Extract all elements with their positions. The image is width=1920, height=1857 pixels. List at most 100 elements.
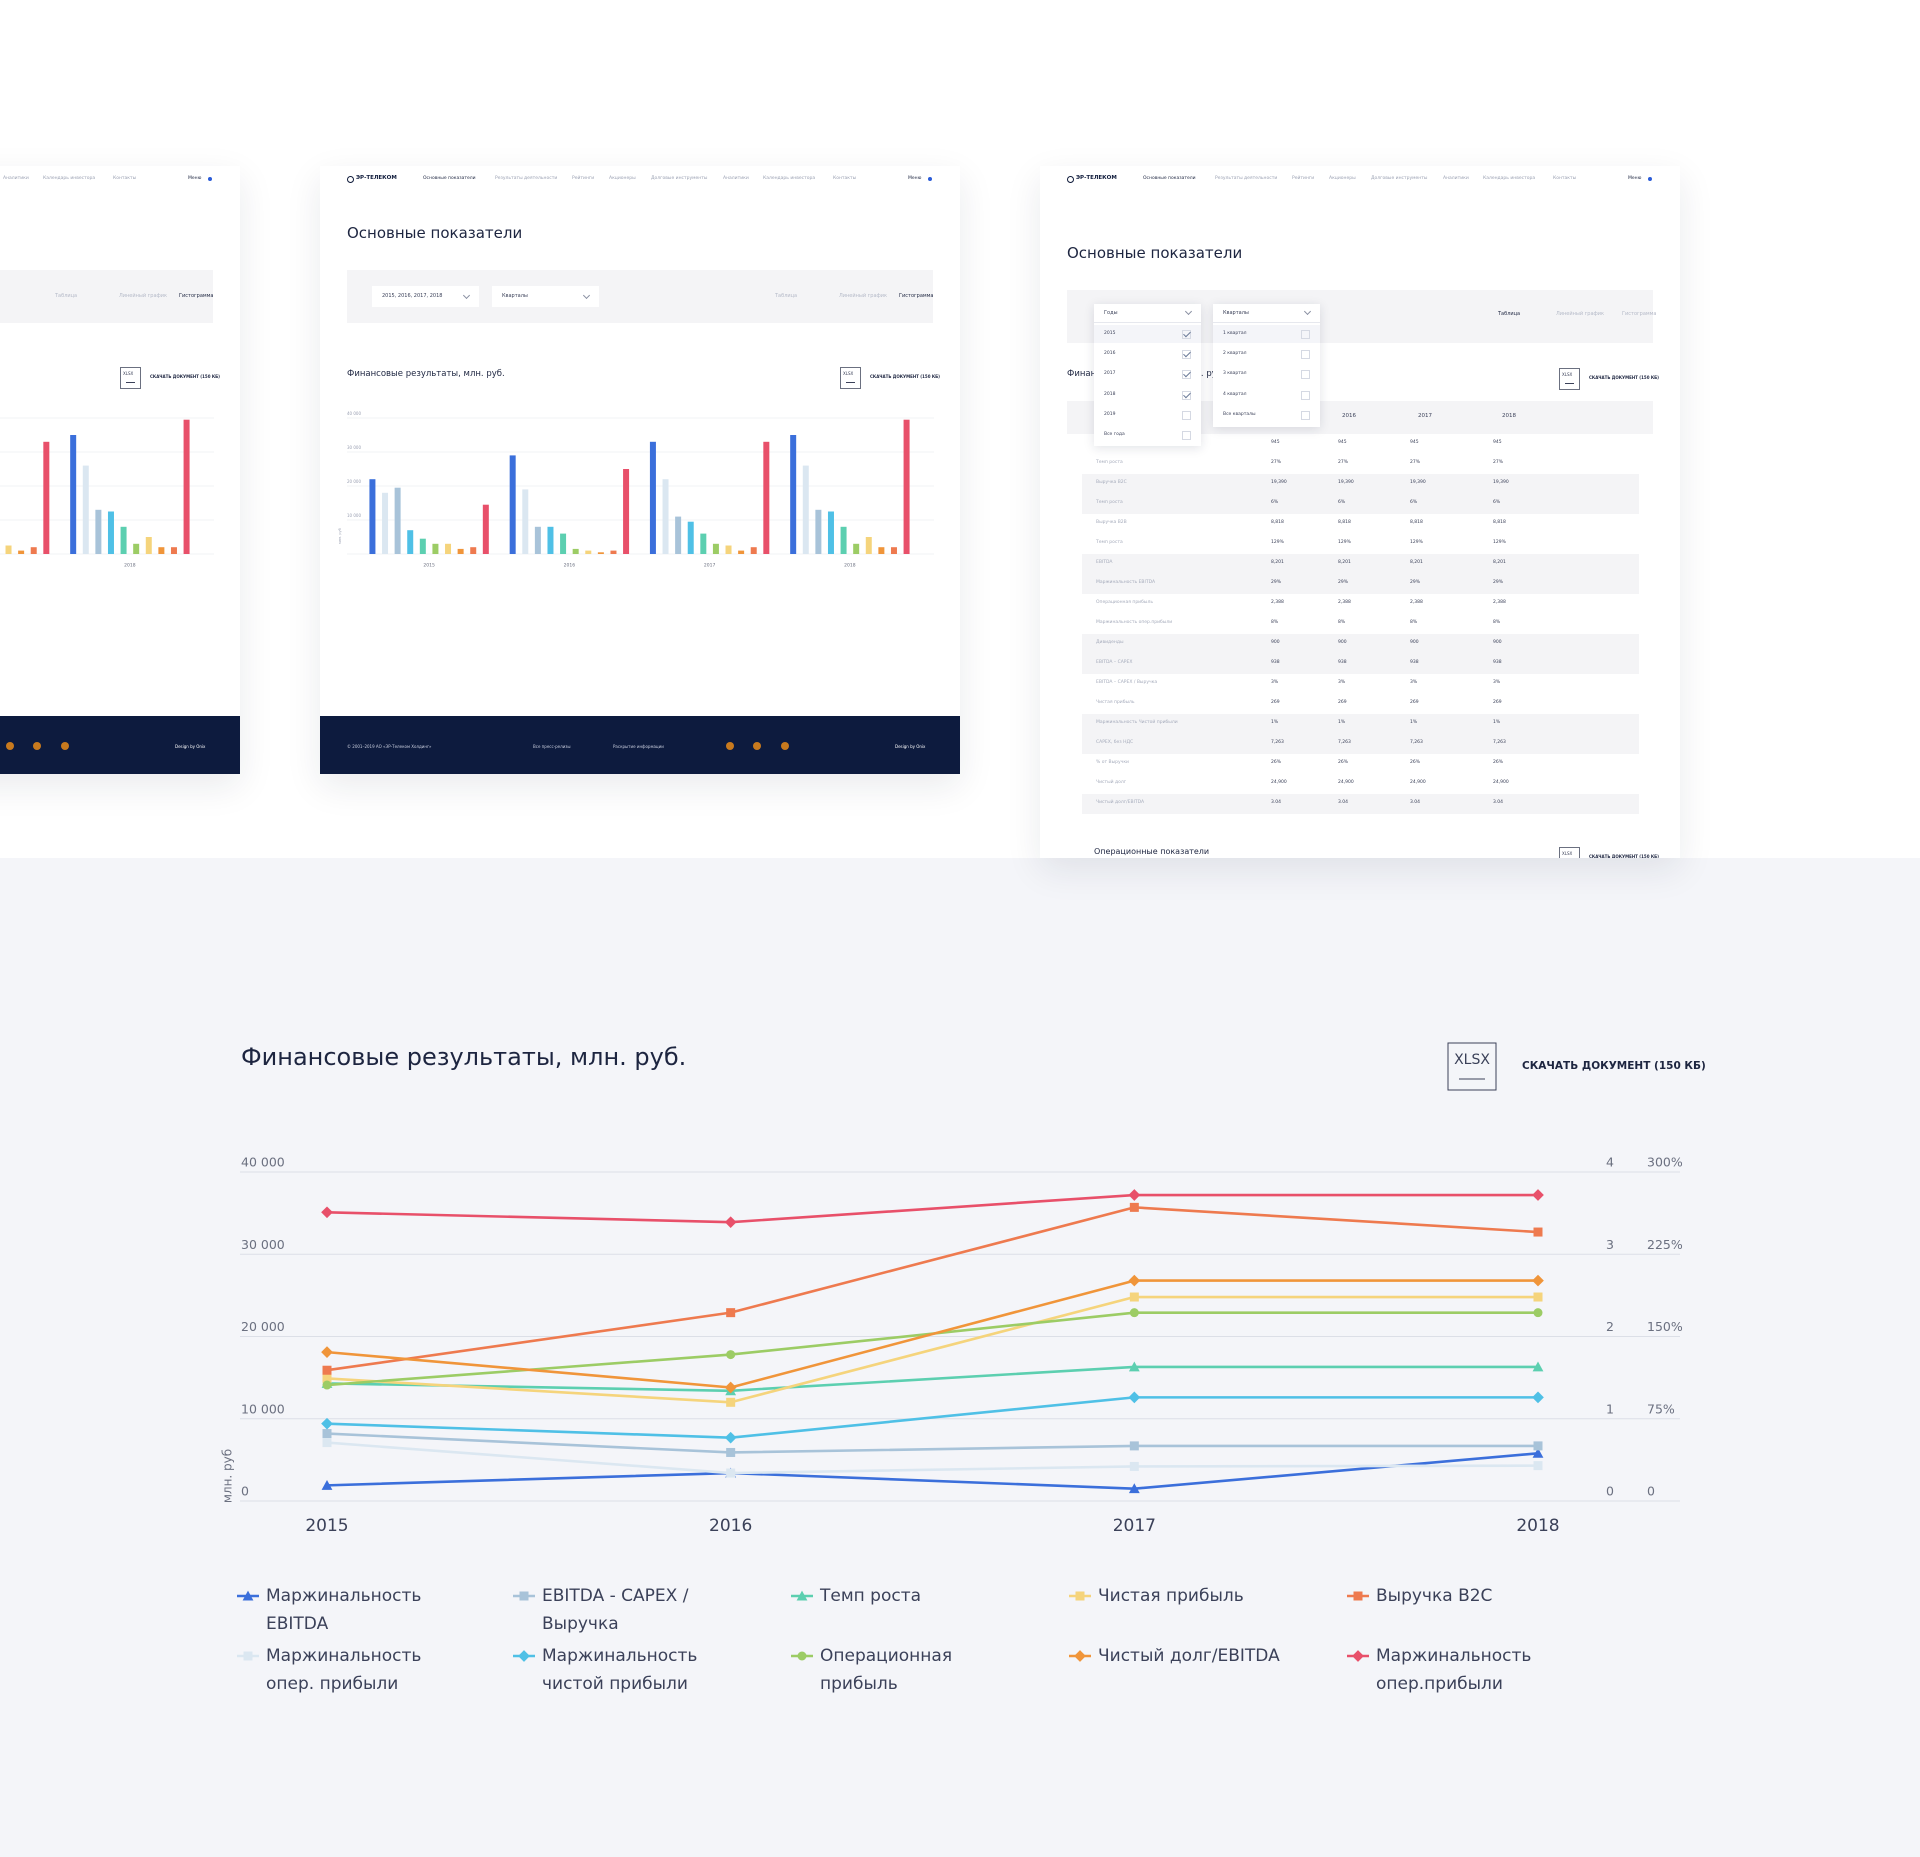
checkbox[interactable]: [1182, 370, 1191, 380]
download-underline: [1565, 383, 1574, 384]
checkbox[interactable]: [1301, 410, 1310, 420]
menu[interactable]: Меню: [908, 176, 922, 181]
download-label[interactable]: СКАЧАТЬ ДОКУМЕНТ (150 КБ): [150, 374, 221, 379]
checkbox[interactable]: [1301, 350, 1310, 360]
footer-link[interactable]: Раскрытие информации: [613, 744, 664, 749]
y-tick-label: 40 000: [241, 1155, 285, 1170]
download-button[interactable]: XLSX: [1559, 368, 1580, 390]
dropdown-item[interactable]: 2016: [1104, 351, 1116, 357]
checkbox[interactable]: [1182, 410, 1191, 420]
nav-item[interactable]: Аналитики: [1443, 176, 1469, 181]
nav-item[interactable]: Акционеры: [1329, 176, 1356, 181]
dropdown[interactable]: Кварталы 1 квартал 2 квартал 3 квартал 4 ква…: [1213, 304, 1320, 427]
footer-link[interactable]: Все пресс-релизы: [533, 744, 571, 749]
nav-item[interactable]: Основные показатели: [423, 176, 476, 181]
x-tick-label: 2018: [124, 563, 136, 569]
nav-item[interactable]: Календарь инвестора: [763, 176, 816, 181]
table-cell: 27%: [1271, 460, 1282, 465]
tab[interactable]: Гистограмма: [899, 293, 934, 299]
select[interactable]: Кварталы: [492, 286, 599, 307]
checkbox[interactable]: [1301, 390, 1310, 400]
nav-item[interactable]: Долговые инструменты: [651, 176, 708, 181]
dropdown-item[interactable]: 2 квартал: [1223, 351, 1247, 357]
download-format: XLSX: [1562, 851, 1573, 856]
nav-item[interactable]: Основные показатели: [1143, 176, 1196, 181]
tab[interactable]: Таблица: [775, 293, 798, 299]
dropdown-item[interactable]: 4 квартал: [1223, 391, 1247, 397]
dropdown-item[interactable]: 2018: [1104, 391, 1116, 397]
menu[interactable]: Меню: [1628, 176, 1642, 181]
nav-item[interactable]: Календарь инвестора: [1483, 176, 1536, 181]
table-cell: 3%: [1338, 680, 1346, 685]
nav-item[interactable]: Результаты деятельности: [1215, 176, 1278, 181]
download-label[interactable]: СКАЧАТЬ ДОКУМЕНТ (150 КБ): [1522, 1060, 1706, 1072]
row-label: CAPEX, без НДС: [1096, 740, 1134, 745]
download-button[interactable]: XLSX: [1559, 847, 1580, 858]
marker: [1129, 1292, 1139, 1302]
tab[interactable]: Таблица: [55, 293, 78, 299]
checkbox[interactable]: [1182, 350, 1191, 360]
nav-item[interactable]: Рейтинги: [572, 176, 595, 181]
dropdown-item[interactable]: 2017: [1104, 371, 1116, 377]
nav-item[interactable]: Календарь инвестора: [43, 176, 96, 181]
dropdown[interactable]: Годы 2015 2016 2017 2018 2019 Все года: [1094, 304, 1201, 446]
table-cell: 7,263: [1493, 740, 1506, 745]
nav-item[interactable]: Контакты: [1553, 176, 1577, 181]
checkbox[interactable]: [1182, 390, 1191, 400]
social-icon[interactable]: [753, 742, 761, 750]
dropdown-item[interactable]: Все года: [1104, 432, 1125, 437]
nav-item[interactable]: Рейтинги: [1292, 176, 1315, 181]
checkbox[interactable]: [1182, 330, 1191, 339]
logo-icon: [347, 176, 354, 183]
download-button[interactable]: XLSX: [1447, 1042, 1497, 1091]
nav-item[interactable]: Аналитики: [3, 176, 29, 181]
dropdown-item[interactable]: 2015: [1104, 331, 1116, 336]
table-cell: 2,388: [1338, 600, 1351, 605]
tab[interactable]: Таблица: [1498, 311, 1521, 317]
nav-item[interactable]: Долговые инструменты: [1371, 176, 1428, 181]
tab[interactable]: Гистограмма: [1622, 311, 1657, 317]
checkbox[interactable]: [1182, 431, 1191, 440]
download-label[interactable]: СКАЧАТЬ ДОКУМЕНТ (150 КБ): [870, 374, 941, 379]
tab[interactable]: Линейный график: [119, 293, 168, 299]
nav-item[interactable]: Аналитики: [723, 176, 749, 181]
social-icon[interactable]: [33, 742, 41, 750]
download-button[interactable]: XLSX: [840, 367, 861, 389]
select[interactable]: 2015, 2016, 2017, 2018: [372, 286, 479, 307]
nav-item[interactable]: Контакты: [833, 176, 857, 181]
download-label[interactable]: СКАЧАТЬ ДОКУМЕНТ (150 КБ): [1589, 375, 1660, 380]
checkbox[interactable]: [1301, 330, 1310, 339]
row-label: Темп роста: [1096, 540, 1123, 545]
social-icon[interactable]: [726, 742, 734, 750]
nav-item[interactable]: Контакты: [113, 176, 137, 181]
social-icon[interactable]: [781, 742, 789, 750]
social-icon[interactable]: [61, 742, 69, 750]
download-button[interactable]: XLSX: [120, 367, 141, 389]
dropdown-item[interactable]: 3 квартал: [1223, 371, 1247, 377]
bar: [457, 548, 464, 554]
dropdown-item[interactable]: Все кварталы: [1223, 411, 1256, 417]
tab[interactable]: Линейный график: [1556, 311, 1605, 317]
nav-item[interactable]: Акционеры: [609, 176, 636, 181]
marker: [1532, 1447, 1544, 1458]
select-value: Кварталы: [502, 293, 528, 299]
table-cell: 269: [1338, 700, 1347, 705]
legend-label: Темп роста: [820, 1586, 922, 1606]
tab[interactable]: Линейный график: [839, 293, 888, 299]
row-band: [1082, 654, 1639, 674]
social-icon[interactable]: [6, 742, 14, 750]
checkbox[interactable]: [1301, 370, 1310, 380]
marker: [1128, 1361, 1140, 1372]
dropdown-item[interactable]: 2019: [1104, 411, 1116, 417]
download-label[interactable]: СКАЧАТЬ ДОКУМЕНТ (150 КБ): [1589, 854, 1660, 858]
menu[interactable]: Меню: [188, 176, 202, 181]
nav-item[interactable]: Результаты деятельности: [495, 176, 558, 181]
tab[interactable]: Гистограмма: [179, 293, 214, 299]
dropdown-item[interactable]: 1 квартал: [1223, 331, 1247, 336]
table-header: 2018: [1502, 413, 1516, 419]
marker: [322, 1365, 332, 1375]
legend-icon: [1347, 1650, 1369, 1662]
download-format: XLSX: [1562, 372, 1573, 377]
